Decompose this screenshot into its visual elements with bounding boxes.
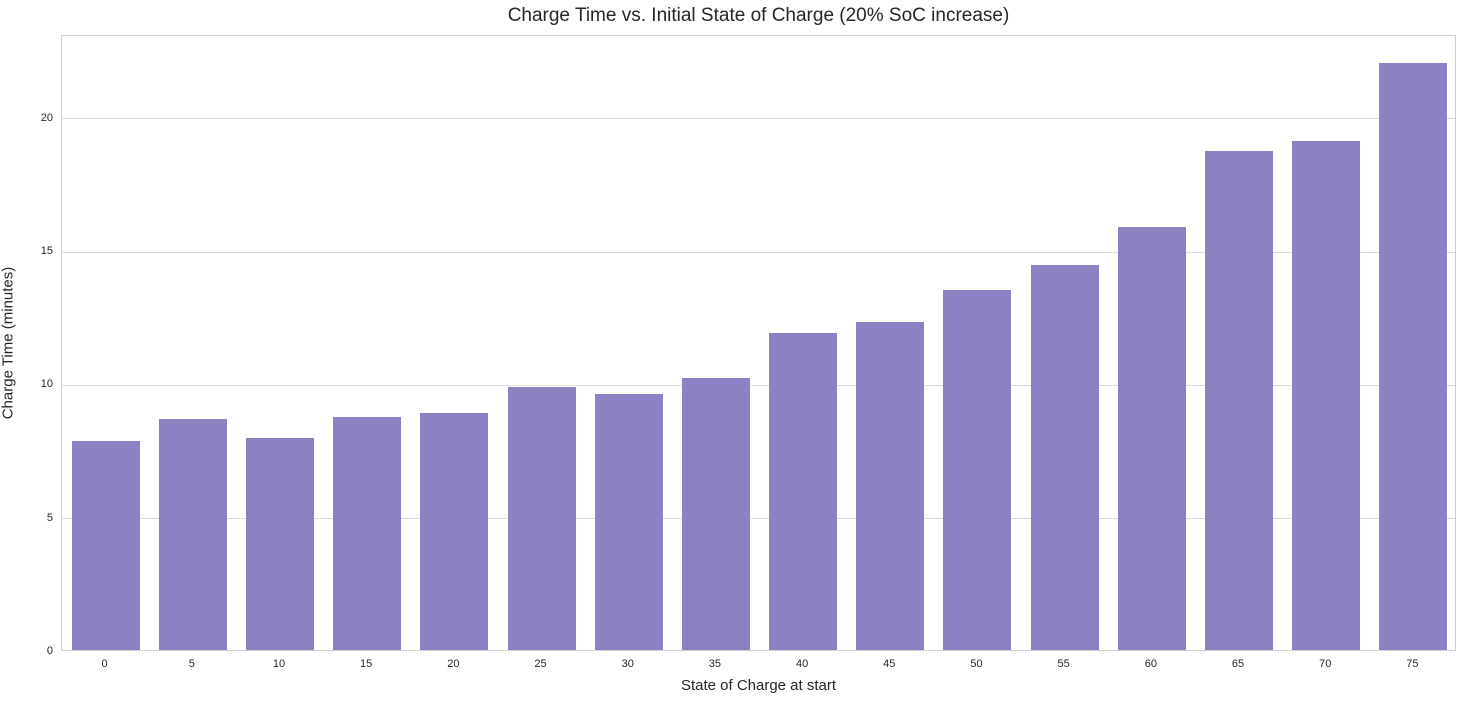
y-tick-label-5: 5: [46, 511, 53, 524]
x-tick-label-5: 5: [188, 658, 195, 670]
x-tick-label-50: 50: [970, 658, 983, 670]
x-tick-label-60: 60: [1144, 658, 1157, 670]
bar-soc-70: [1292, 141, 1360, 650]
x-tick-label-0: 0: [101, 658, 108, 670]
bar-soc-60: [1118, 227, 1186, 650]
gridline-y-10: [62, 384, 1455, 386]
bar-soc-5: [159, 419, 227, 650]
y-tick-label-10: 10: [40, 378, 53, 391]
x-tick-label-35: 35: [708, 658, 722, 670]
bar-soc-45: [856, 322, 924, 650]
plot-area: [61, 35, 1456, 651]
bar-soc-55: [1031, 265, 1099, 650]
bar-soc-0: [72, 441, 140, 650]
bar-soc-75: [1379, 63, 1447, 650]
x-tick-label-15: 15: [360, 658, 373, 670]
bar-soc-20: [420, 413, 488, 650]
gridline-y-15: [62, 251, 1455, 253]
bar-soc-40: [769, 333, 837, 650]
y-axis-label: Charge Time (minutes): [0, 266, 17, 420]
x-tick-label-25: 25: [534, 658, 547, 670]
bar-soc-10: [246, 438, 314, 650]
x-tick-label-70: 70: [1319, 658, 1332, 670]
bar-soc-30: [595, 394, 663, 650]
gridline-y-5: [62, 518, 1455, 520]
y-tick-label-15: 15: [40, 245, 53, 257]
gridline-y-20: [62, 118, 1455, 120]
x-tick-label-40: 40: [795, 658, 809, 670]
x-tick-label-30: 30: [621, 658, 634, 670]
x-axis-label: State of Charge at start: [680, 677, 837, 694]
bar-soc-35: [682, 378, 750, 650]
chart-title: Charge Time vs. Initial State of Charge …: [507, 5, 1010, 26]
bar-soc-65: [1205, 151, 1273, 650]
y-tick-label-20: 20: [40, 111, 53, 124]
bar-soc-50: [943, 290, 1011, 650]
y-tick-label-0: 0: [46, 645, 53, 657]
x-tick-label-65: 65: [1231, 658, 1245, 670]
x-tick-label-45: 45: [883, 658, 896, 670]
bar-soc-15: [333, 417, 401, 650]
bar-soc-25: [508, 387, 576, 650]
x-tick-label-10: 10: [272, 658, 286, 670]
x-tick-label-20: 20: [447, 658, 460, 670]
x-tick-label-55: 55: [1057, 658, 1070, 670]
x-tick-label-75: 75: [1406, 658, 1419, 670]
